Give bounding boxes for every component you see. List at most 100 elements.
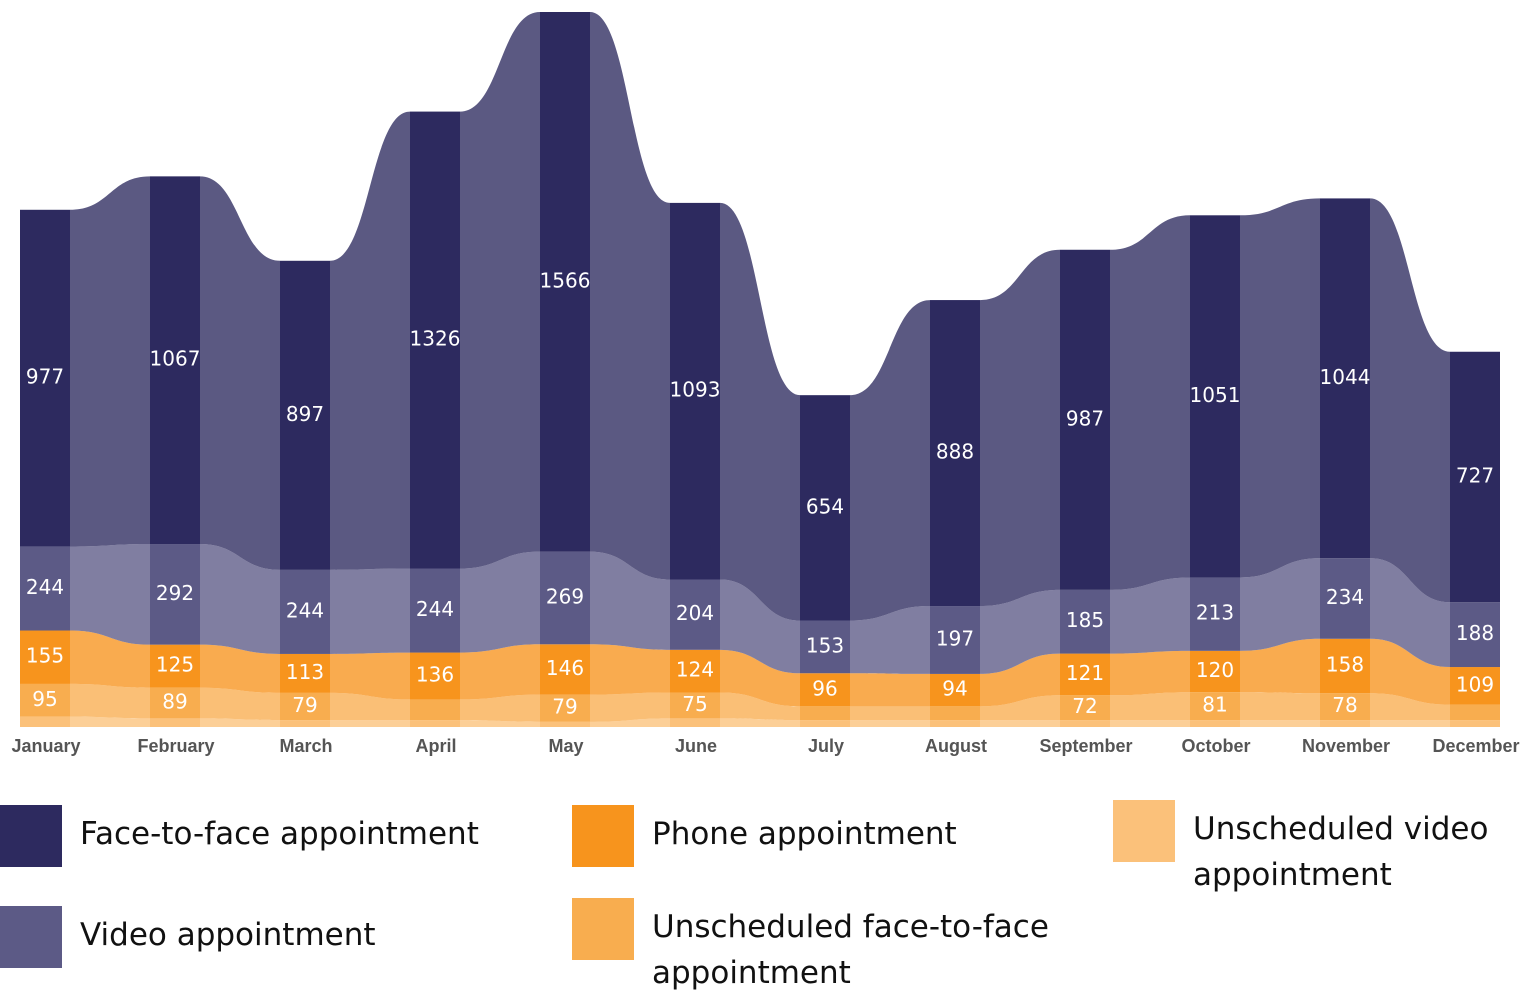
ribbon: [1110, 692, 1190, 721]
bar-segment: [1450, 667, 1500, 705]
x-tick-label: March: [279, 736, 332, 756]
bar-segment: [20, 630, 70, 684]
bar-segment: [410, 699, 460, 721]
bar-segment: [930, 300, 980, 607]
ribbon: [330, 692, 410, 721]
bar-segment: [410, 111, 460, 569]
ribbon: [200, 176, 280, 570]
ribbon: [1110, 720, 1190, 727]
bar-segment: [150, 176, 200, 545]
bar-segment: [540, 644, 590, 695]
data-label: 158: [1326, 653, 1364, 677]
data-label: 185: [1066, 608, 1104, 632]
data-label: 95: [32, 687, 57, 711]
legend-label: Phone appointment: [652, 816, 957, 852]
x-tick-label: December: [1432, 736, 1519, 756]
ribbon: [330, 111, 410, 570]
data-label: 1093: [670, 378, 721, 402]
ribbon: [330, 568, 410, 654]
bar-segment: [1060, 720, 1110, 727]
bar-segment: [20, 209, 70, 547]
legend-item: Video appointment: [0, 906, 376, 968]
ribbon: [980, 695, 1060, 721]
ribbon: [850, 673, 930, 707]
bar-segment: [280, 260, 330, 570]
ribbon: [1370, 638, 1450, 705]
bar-segment: [1450, 704, 1500, 721]
x-tick-label: April: [415, 736, 456, 756]
ribbon: [1240, 638, 1320, 694]
legend-item: Unscheduled face-to-face appointment: [572, 898, 1122, 996]
ribbon: [70, 544, 150, 645]
bar-segment: [670, 202, 720, 580]
data-label: 136: [416, 663, 454, 687]
legend-item: Unscheduled video appointment: [1113, 800, 1533, 898]
x-tick-label: July: [808, 736, 844, 756]
bar-segment: [930, 720, 980, 727]
bar-segment: [1060, 589, 1110, 654]
bar-segment: [1320, 638, 1370, 694]
bar-segment: [540, 694, 590, 722]
ribbon: [850, 300, 930, 621]
ribbon: [1110, 650, 1190, 696]
bar-segment: [800, 706, 850, 721]
data-label: 234: [1326, 585, 1364, 609]
ribbon: [590, 551, 670, 650]
ribbon: [1240, 720, 1320, 727]
data-label: 75: [682, 692, 707, 716]
ribbon: [1240, 198, 1320, 578]
data-label: 78: [1332, 693, 1357, 717]
bar-segment: [1060, 249, 1110, 590]
bar-segment: [280, 653, 330, 693]
data-label: 727: [1456, 464, 1494, 488]
bar-segment: [540, 551, 590, 645]
ribbon: [70, 683, 150, 719]
ribbon: [850, 706, 930, 721]
ribbon: [850, 606, 930, 674]
legend-swatch: [1113, 800, 1175, 862]
bar-segment: [1320, 198, 1370, 559]
x-tick-label: January: [11, 736, 80, 756]
data-label: 213: [1196, 601, 1234, 625]
data-label: 269: [546, 584, 584, 608]
bar-segment: [20, 716, 70, 727]
ribbon: [460, 694, 540, 722]
x-tick-label: June: [675, 736, 717, 756]
data-label: 89: [162, 690, 187, 714]
ribbon: [70, 630, 150, 688]
bar-segment: [930, 706, 980, 721]
bar-segment: [800, 673, 850, 707]
data-label: 197: [936, 626, 974, 650]
bar-segment: [280, 692, 330, 721]
ribbon: [330, 720, 410, 727]
bar-segment: [1190, 720, 1240, 727]
bar-segment: [150, 718, 200, 727]
ribbon: [460, 720, 540, 727]
bar-segment: [800, 620, 850, 674]
bar-segment: [1320, 720, 1370, 727]
data-label: 113: [286, 660, 324, 684]
data-label: 121: [1066, 661, 1104, 685]
bar-segment: [540, 721, 590, 727]
data-label: 897: [286, 402, 324, 426]
bar-segment: [670, 692, 720, 719]
ribbon: [980, 720, 1060, 727]
data-label: 81: [1202, 693, 1227, 717]
data-label: 244: [286, 598, 324, 622]
legend-label: Video appointment: [80, 917, 376, 953]
bar-segment: [150, 687, 200, 719]
data-label: 244: [26, 575, 64, 599]
data-label: 1067: [150, 347, 201, 371]
bar-segment: [1060, 653, 1110, 696]
ribbon: [720, 718, 800, 727]
x-tick-label: February: [137, 736, 214, 756]
ribbon: [850, 720, 930, 727]
data-label: 109: [1456, 672, 1494, 696]
bar-segment: [800, 720, 850, 727]
ribbon: [200, 544, 280, 654]
bar-segment: [540, 12, 590, 552]
ribbon: [980, 653, 1060, 707]
bar-segment: [20, 546, 70, 631]
ribbon: [720, 649, 800, 707]
ribbon: [720, 579, 800, 674]
